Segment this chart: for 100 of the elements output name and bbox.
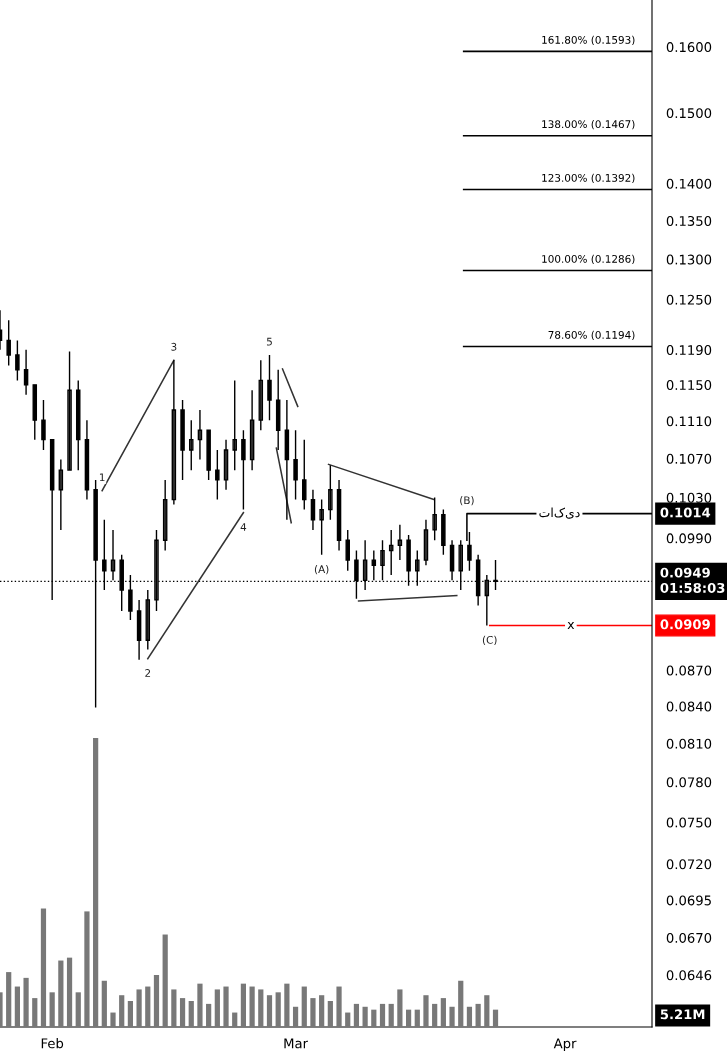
- bar: [197, 983, 203, 1027]
- y-tick-label: 0.0695: [666, 895, 711, 906]
- candlestick: [362, 539, 368, 591]
- candlestick: [371, 549, 377, 582]
- candlestick: [180, 399, 185, 481]
- bar: [75, 992, 81, 1027]
- bar: [23, 977, 29, 1027]
- bar: [292, 1006, 299, 1027]
- candlestick: [293, 429, 298, 501]
- candlestick: [249, 389, 255, 471]
- y-tick-label: 0.1300: [666, 254, 712, 265]
- bar: [432, 1003, 438, 1027]
- candlestick: [23, 349, 29, 396]
- y-tick-label: 0.0720: [666, 859, 712, 870]
- candlestick: [432, 496, 437, 541]
- y-tick-label: 0.0810: [666, 738, 712, 749]
- candlestick: [84, 419, 90, 501]
- y-tick-label: 0.0840: [666, 701, 712, 712]
- y-tick-label: 0.0990: [666, 533, 712, 544]
- bar: [93, 738, 99, 1027]
- candlestick: [241, 429, 246, 511]
- bar: [371, 1009, 377, 1027]
- y-tick-label: 0.0670: [666, 932, 712, 943]
- bar: [388, 1003, 394, 1027]
- candlestick: [58, 458, 64, 531]
- bar: [188, 1000, 194, 1027]
- series-label: 138.00% (0.1467): [542, 120, 635, 130]
- annotation: 2: [145, 669, 151, 677]
- bar: [466, 1006, 473, 1027]
- y-tick-label: 0.1190: [666, 345, 712, 356]
- bar: [379, 1003, 386, 1027]
- annotation: 3: [171, 342, 177, 351]
- bar: [475, 1003, 481, 1027]
- candlestick: [397, 524, 403, 561]
- candlestick: [197, 409, 203, 461]
- bar: [223, 986, 229, 1027]
- bar: [362, 1006, 368, 1027]
- bar: [162, 934, 168, 1027]
- bar: [127, 1000, 134, 1027]
- candlestick: [215, 449, 220, 501]
- text: 5.21M: [660, 1009, 705, 1020]
- bar: [414, 1009, 420, 1027]
- bar: [136, 989, 142, 1027]
- bar: [145, 986, 151, 1027]
- y-tick-label: 0.1400: [666, 178, 712, 189]
- candlestick: [15, 339, 20, 382]
- bar: [49, 992, 55, 1027]
- bar: [14, 986, 20, 1027]
- y-tick-label: 0.0780: [666, 777, 712, 788]
- candlestick: [136, 599, 142, 661]
- candlestick: [345, 529, 350, 572]
- bar: [66, 957, 73, 1027]
- series-label: 161.80% (0.1593): [542, 35, 635, 46]
- bar: [284, 983, 290, 1027]
- bar: [179, 998, 186, 1027]
- bar: [40, 908, 47, 1027]
- bar: [214, 989, 220, 1027]
- data-label: 0.0909: [660, 619, 710, 630]
- candlestick: [110, 529, 116, 582]
- ref-line-label: 0.0949 01:58:03: [660, 567, 725, 593]
- candlestick: [319, 498, 324, 556]
- series-label: x: [567, 622, 575, 629]
- bar: [32, 998, 38, 1027]
- series-label: تاکید: [539, 507, 580, 519]
- series-label: 100.00% (0.1286): [542, 254, 635, 265]
- y-tick-label: 0.1350: [666, 215, 712, 226]
- bar: [240, 983, 247, 1027]
- x-tick-label: Mar: [284, 1038, 309, 1049]
- y-tick-label: 0.1250: [666, 294, 712, 305]
- y-tick-label: 0.0750: [666, 817, 712, 828]
- bar: [110, 1012, 116, 1027]
- bar: [266, 995, 273, 1027]
- series-label: 123.00% (0.1392): [542, 173, 635, 184]
- candlestick: [441, 508, 446, 556]
- bar: [449, 1006, 455, 1027]
- candlestick: [310, 488, 316, 531]
- candlestick: [67, 350, 72, 471]
- bar: [101, 980, 107, 1027]
- bar: [249, 986, 255, 1027]
- bar: [397, 989, 403, 1027]
- y-tick-label: 0.1110: [666, 416, 712, 427]
- candlestick: [388, 529, 394, 576]
- candlestick: [449, 539, 455, 582]
- candlestick: [423, 519, 429, 567]
- bar: [458, 980, 464, 1027]
- y-tick-label: 0.1600: [666, 42, 712, 53]
- bar: [119, 995, 125, 1027]
- x-tick-label: Apr: [553, 1038, 577, 1051]
- bar: [206, 1003, 212, 1027]
- candlestick: [6, 319, 11, 367]
- candlestick: [41, 399, 46, 451]
- annotation: (B): [460, 496, 474, 506]
- bar: [258, 989, 264, 1027]
- candlestick: [458, 539, 464, 591]
- candlestick: [223, 438, 229, 491]
- candlestick: [232, 379, 237, 471]
- candlestick: [284, 399, 290, 521]
- bar: [492, 1009, 499, 1027]
- y-tick-label: 0.0646: [666, 970, 712, 981]
- y-tick-label: 0.0870: [666, 665, 712, 676]
